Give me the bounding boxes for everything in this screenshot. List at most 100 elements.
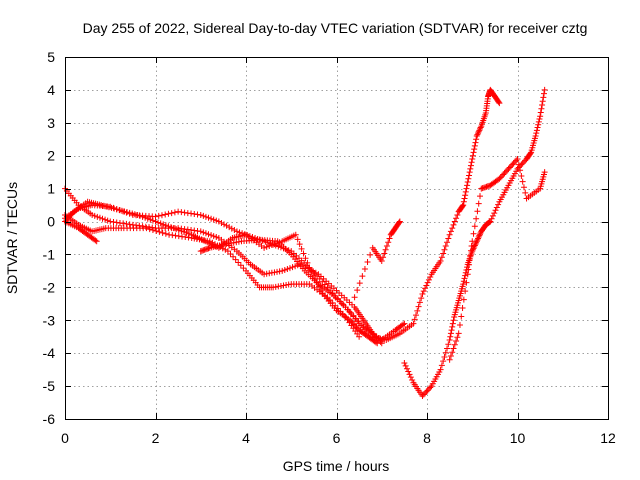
data-point xyxy=(422,285,429,292)
data-point xyxy=(441,353,448,360)
data-point xyxy=(533,127,540,134)
data-point xyxy=(380,254,387,261)
data-point xyxy=(155,212,162,219)
data-point xyxy=(425,276,432,283)
data-point xyxy=(414,307,421,314)
data-point xyxy=(294,262,301,269)
data-point xyxy=(67,212,74,219)
data-point xyxy=(520,158,527,165)
data-point xyxy=(465,266,472,273)
data-point xyxy=(233,228,240,235)
data-point xyxy=(136,212,143,219)
data-point xyxy=(186,230,193,237)
data-point xyxy=(475,234,482,241)
data-point xyxy=(438,254,445,261)
data-point xyxy=(474,236,481,243)
data-point xyxy=(477,125,484,132)
data-point xyxy=(520,184,527,191)
data-point xyxy=(351,294,358,301)
data-point xyxy=(162,211,169,218)
data-point xyxy=(153,227,160,234)
data-point xyxy=(275,243,282,250)
data-point xyxy=(294,236,301,243)
data-point xyxy=(446,356,453,363)
data-point xyxy=(538,105,545,112)
data-point xyxy=(224,248,231,255)
data-point xyxy=(475,235,482,242)
data-point xyxy=(162,222,169,229)
data-point xyxy=(146,226,153,233)
data-point xyxy=(147,216,154,223)
y-tick-label: -5 xyxy=(43,378,56,394)
data-point xyxy=(402,362,409,369)
data-point xyxy=(451,341,458,348)
y-tick-label: 3 xyxy=(47,115,55,131)
data-point xyxy=(424,387,431,394)
data-point xyxy=(385,239,392,246)
data-point xyxy=(513,157,520,164)
data-point xyxy=(240,265,247,272)
data-point xyxy=(534,124,541,131)
data-point xyxy=(468,159,475,166)
data-point xyxy=(470,230,477,237)
data-point xyxy=(459,305,466,312)
data-point xyxy=(160,221,167,228)
data-point xyxy=(467,252,474,259)
x-tick-label: 12 xyxy=(600,430,616,446)
data-point xyxy=(420,288,427,295)
data-point xyxy=(407,374,414,381)
data-point xyxy=(491,210,498,217)
x-tick-label: 8 xyxy=(423,430,431,446)
data-point xyxy=(403,365,410,372)
data-point xyxy=(460,281,467,288)
data-point xyxy=(129,210,136,217)
data-point xyxy=(210,233,217,240)
data-point xyxy=(156,228,163,235)
data-point xyxy=(89,211,96,218)
data-point xyxy=(171,209,178,216)
data-point xyxy=(222,246,229,253)
data-point xyxy=(271,241,278,248)
data-point xyxy=(511,158,518,165)
data-point xyxy=(205,231,212,238)
data-point xyxy=(68,211,75,218)
x-tick-label: 0 xyxy=(61,430,69,446)
data-point xyxy=(456,321,463,328)
data-point xyxy=(302,255,309,262)
data-point xyxy=(504,167,511,174)
data-point xyxy=(347,317,354,324)
data-point xyxy=(464,179,471,186)
data-point xyxy=(180,228,187,235)
data-point xyxy=(92,237,99,244)
data-point xyxy=(324,294,331,301)
data-point xyxy=(444,239,451,246)
data-point xyxy=(458,313,465,320)
data-point xyxy=(162,230,169,237)
data-point xyxy=(471,146,478,153)
data-point xyxy=(158,212,165,219)
data-point xyxy=(230,253,237,260)
data-point xyxy=(165,210,172,217)
data-point xyxy=(522,189,529,196)
data-point xyxy=(268,242,275,249)
data-point xyxy=(227,250,234,257)
data-point xyxy=(378,258,385,265)
data-point xyxy=(449,323,456,330)
data-point xyxy=(495,201,502,208)
data-point xyxy=(437,366,444,373)
data-point xyxy=(441,246,448,253)
data-point xyxy=(409,376,416,383)
data-point xyxy=(515,161,522,168)
data-point xyxy=(460,278,467,285)
data-point xyxy=(197,211,204,218)
data-point xyxy=(213,234,220,241)
x-tick-label: 2 xyxy=(152,430,160,446)
data-point xyxy=(235,259,242,266)
data-point xyxy=(317,287,324,294)
data-point xyxy=(501,170,508,177)
data-point xyxy=(131,211,138,218)
data-point xyxy=(496,175,503,182)
data-point xyxy=(463,279,470,286)
data-point xyxy=(450,317,457,324)
data-point xyxy=(446,337,453,344)
